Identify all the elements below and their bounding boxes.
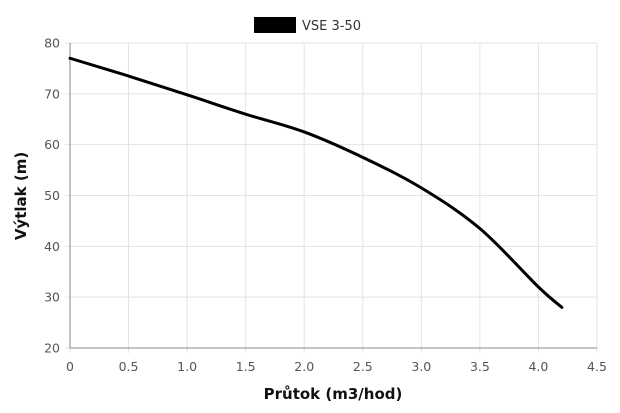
y-tick-label: 80 <box>44 36 60 51</box>
series-layer <box>68 56 564 309</box>
y-tick-label: 70 <box>44 86 60 101</box>
series-line <box>68 56 564 309</box>
y-tick-labels: 20 30 40 50 60 70 80 <box>44 36 60 356</box>
y-axis-title: Výtlak (m) <box>12 152 30 240</box>
grid <box>65 42 598 353</box>
x-tick-label: 0 <box>66 359 74 374</box>
y-tick-label: 60 <box>44 137 60 152</box>
x-tick-label: 2.5 <box>353 359 373 374</box>
axes <box>69 43 597 349</box>
y-tick-label: 30 <box>44 290 60 305</box>
x-tick-label: 3.0 <box>411 359 431 374</box>
y-tick-label: 50 <box>44 188 60 203</box>
x-axis-title: Průtok (m3/hod) <box>264 385 403 403</box>
x-tick-label: 1.5 <box>236 359 256 374</box>
legend-swatch[interactable] <box>254 17 296 33</box>
x-tick-labels: 0 0.5 1.0 1.5 2.0 2.5 3.0 3.5 4.0 4.5 <box>66 359 607 374</box>
legend[interactable]: VSE 3-50 <box>254 17 361 34</box>
x-tick-label: 1.0 <box>177 359 197 374</box>
x-tick-label: 4.0 <box>528 359 548 374</box>
x-tick-label: 3.5 <box>470 359 490 374</box>
y-tick-label: 20 <box>44 341 60 356</box>
x-tick-label: 2.0 <box>294 359 314 374</box>
x-tick-label: 0.5 <box>119 359 139 374</box>
x-tick-label: 4.5 <box>587 359 607 374</box>
y-tick-label: 40 <box>44 239 60 254</box>
legend-label[interactable]: VSE 3-50 <box>302 19 361 34</box>
